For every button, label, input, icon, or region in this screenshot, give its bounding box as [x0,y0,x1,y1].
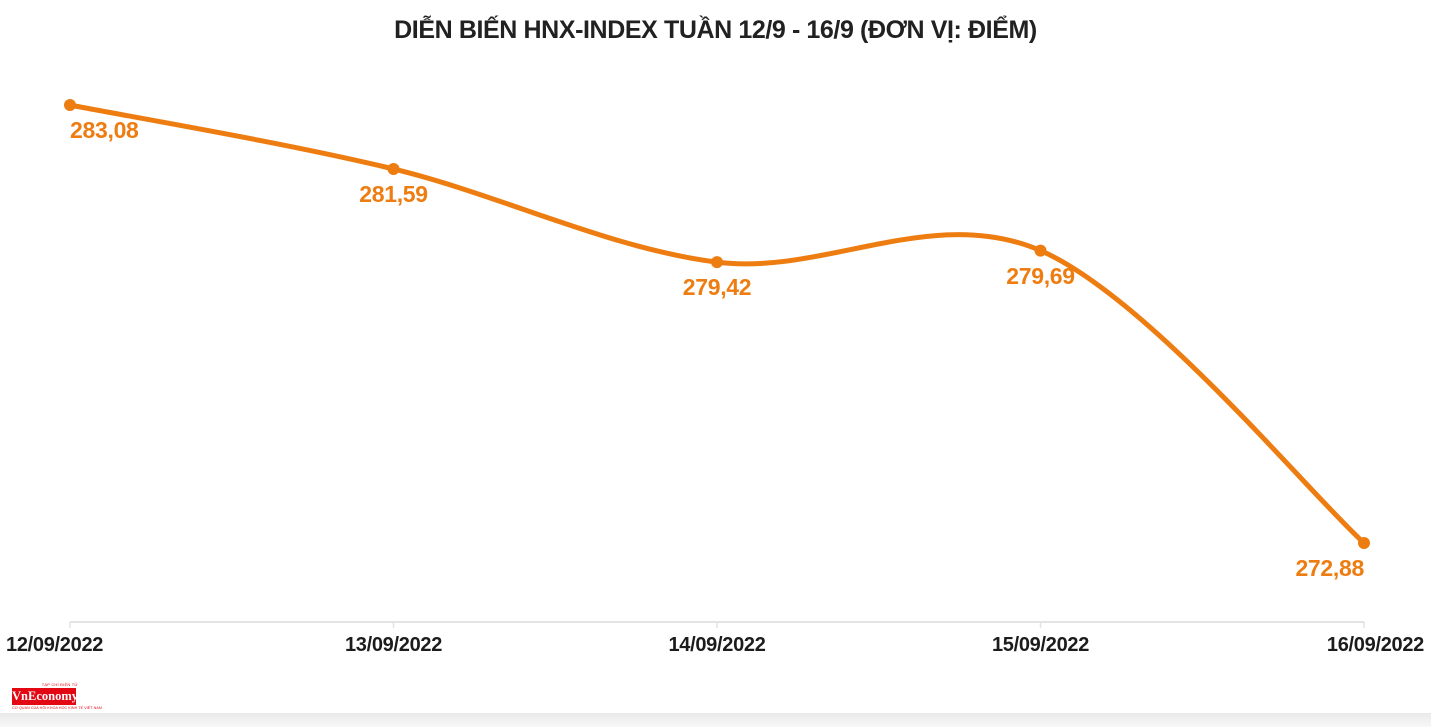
bottom-gray-strip [0,713,1431,727]
logo-tagline-top: TẠP CHÍ ĐIỆN TỬ [41,682,78,687]
data-point-value-label: 281,59 [359,180,428,207]
vneconomy-logo-wordmark: VnEconomy [12,688,78,705]
vneconomy-logo: TẠP CHÍ ĐIỆN TỬ VnEconomy CƠ QUAN CỦA HỘ… [12,682,102,711]
data-point-dot [1358,537,1370,549]
data-point-dot [711,256,723,269]
data-point-dot [64,99,76,111]
data-point-value-label: 279,42 [682,274,752,301]
x-axis-label: 14/09/2022 [668,634,766,656]
data-point-dot [1034,244,1047,257]
x-axis-label: 16/09/2022 [1326,634,1424,656]
data-point-dot [387,162,400,175]
data-point-value-label: 279,69 [1006,262,1075,289]
chart-title: DIỄN BIẾN HNX-INDEX TUẦN 12/9 - 16/9 (ĐƠ… [394,16,1037,44]
x-axis-label: 13/09/2022 [344,634,443,656]
x-axis-label: 12/09/2022 [6,634,104,656]
data-point-value-label: 283,08 [70,117,139,143]
logo-tagline-bottom: CƠ QUAN CỦA HỘI KHOA HỌC KINH TẾ VIỆT NA… [12,706,102,710]
data-point-value-label: 272,88 [1295,555,1364,581]
index-line-series [67,102,1367,546]
x-axis-label: 15/09/2022 [991,634,1090,656]
